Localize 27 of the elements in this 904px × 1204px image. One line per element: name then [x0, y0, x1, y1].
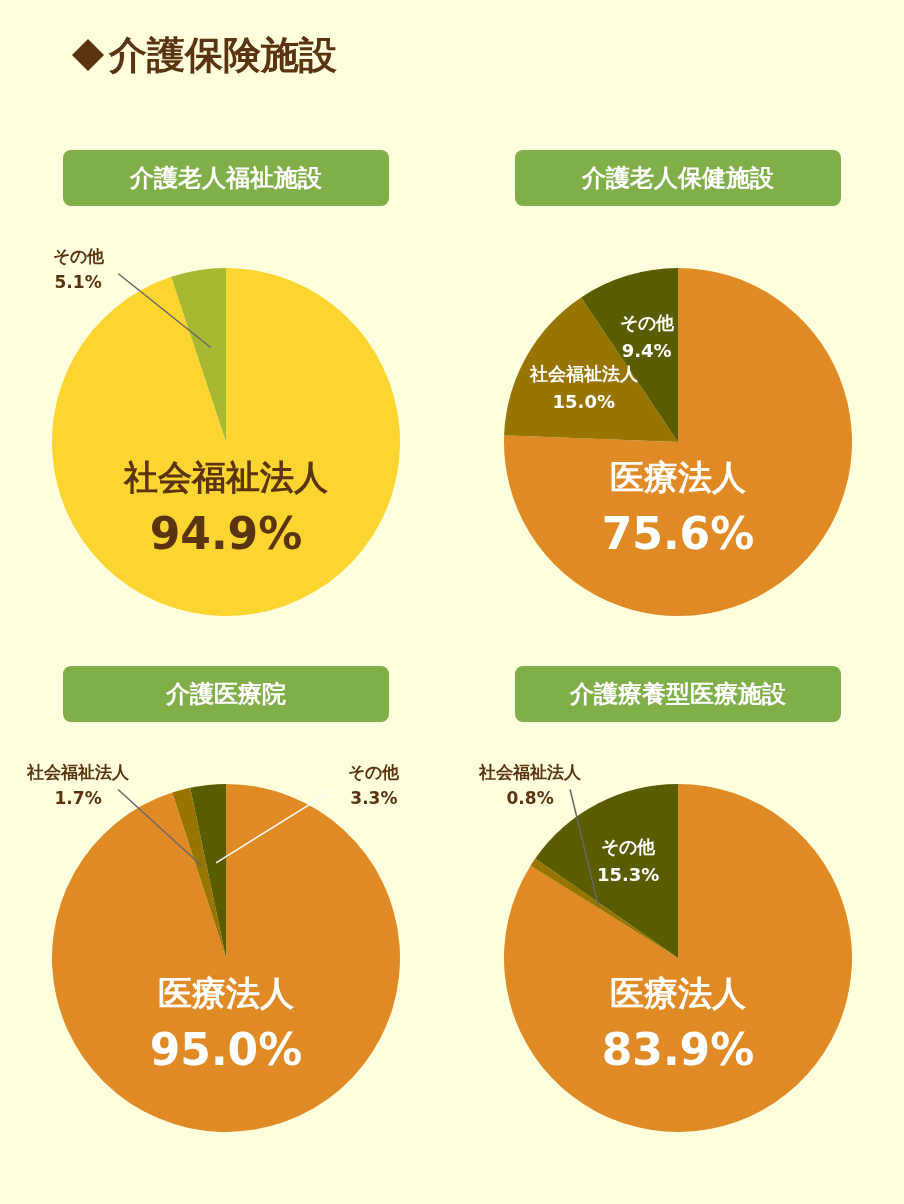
- chart-title: 介護老人保健施設: [515, 150, 841, 206]
- slice-label: 社会福祉法人: [123, 457, 329, 498]
- data-label: 94.9%: [149, 508, 303, 560]
- data-label: 95.0%: [149, 1024, 303, 1076]
- slice-label: その他: [601, 836, 657, 858]
- data-label: 15.0%: [552, 391, 616, 413]
- slice-label: 社会福祉法人: [26, 761, 131, 782]
- data-label: 1.7%: [54, 787, 102, 808]
- slice-label: 社会福祉法人: [478, 761, 583, 782]
- data-label: 5.1%: [54, 271, 102, 292]
- slice-label: その他: [348, 761, 401, 782]
- data-label: 75.6%: [601, 508, 755, 560]
- slice-label: 医療法人: [610, 457, 747, 498]
- chart-title: 介護療養型医療施設: [515, 666, 841, 722]
- text: 介護保険施設: [109, 31, 337, 79]
- slice-label: その他: [619, 312, 675, 334]
- data-label: 9.4%: [621, 340, 672, 362]
- chart-title: 介護医療院: [63, 666, 389, 722]
- data-label: 3.3%: [350, 787, 398, 808]
- chart-title: 介護老人福祉施設: [63, 150, 389, 206]
- data-label: 83.9%: [601, 1024, 755, 1076]
- slice-label: その他: [52, 245, 105, 266]
- slice-label: 医療法人: [158, 973, 295, 1014]
- slice-label: 社会福祉法人: [528, 363, 639, 385]
- slice-label: 医療法人: [610, 973, 747, 1014]
- data-label: 0.8%: [506, 787, 554, 808]
- data-label: 15.3%: [596, 864, 660, 886]
